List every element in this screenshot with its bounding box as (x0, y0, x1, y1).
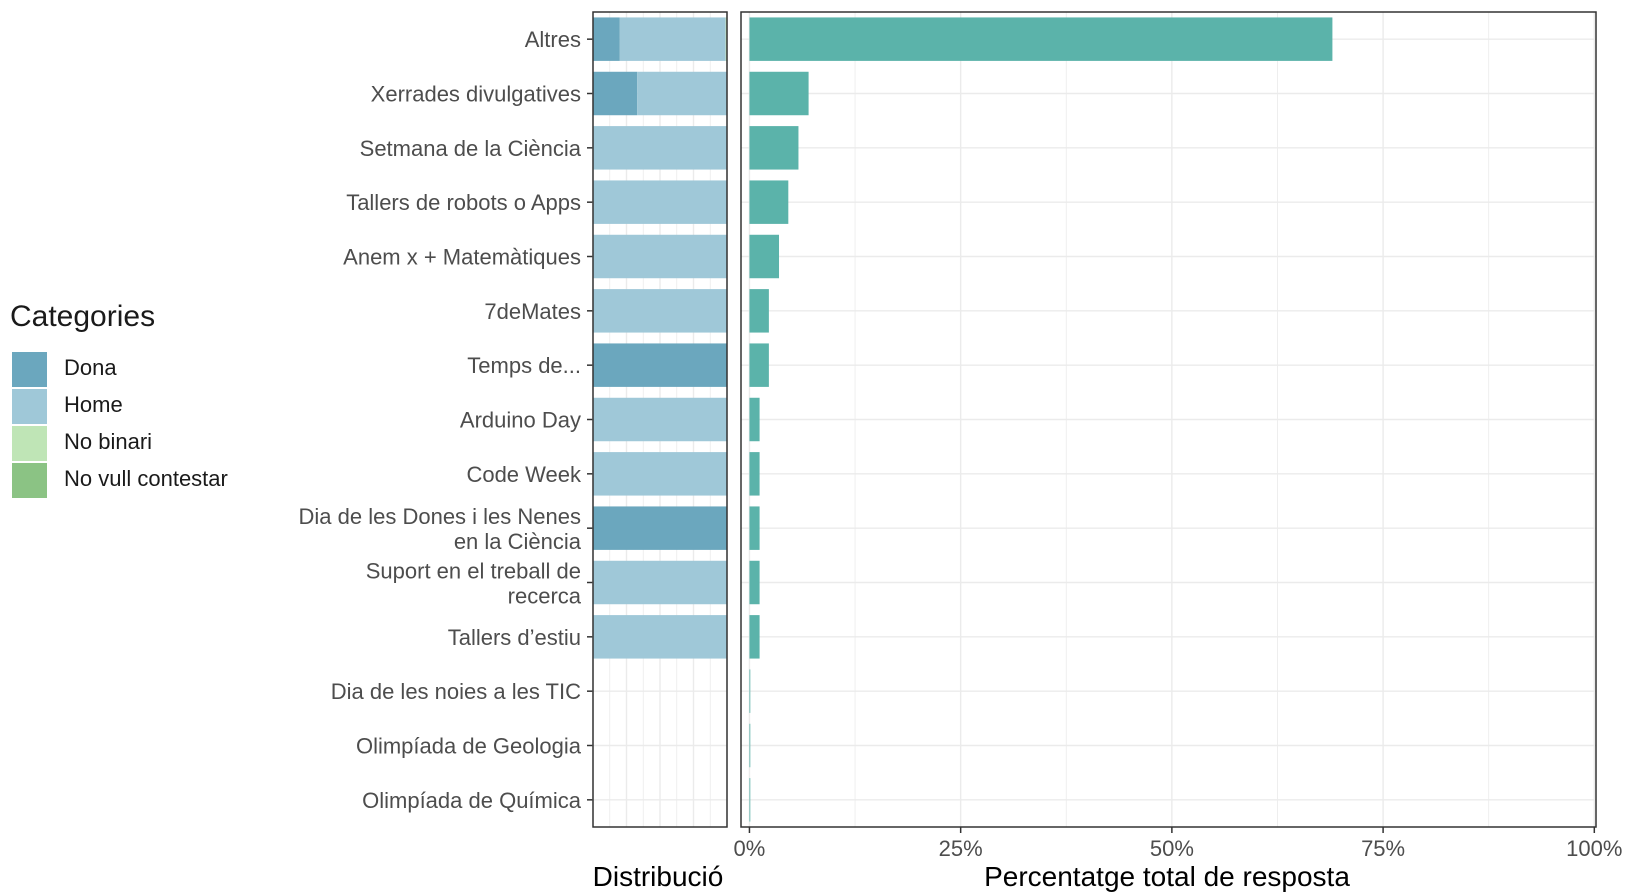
x-tick-label: 0% (734, 836, 766, 861)
category-label: Olimpíada de Geologia (356, 734, 582, 759)
x-tick-label: 100% (1566, 836, 1622, 861)
legend-label-no-vull-contestar: No vull contestar (64, 466, 228, 491)
total-axis-title: Percentatge total de resposta (984, 861, 1350, 892)
total-bar (749, 17, 1333, 61)
category-label: Temps de... (467, 353, 581, 378)
legend: Categories Dona Home No binari No vull c… (10, 300, 228, 498)
category-labels: Altres Xerrades divulgatives Setmana de la… (299, 27, 593, 813)
total-bar (749, 615, 760, 659)
distribution-bar (593, 343, 727, 387)
category-label: Tallers de robots o Apps (346, 190, 581, 215)
legend-item-no-binari: No binari (10, 424, 155, 461)
total-bar (749, 506, 760, 550)
category-label-line: Dia de les Dones i les Nenes (299, 504, 581, 529)
category-label: Arduino Day (460, 408, 581, 433)
category-label: Xerrades divulgatives (371, 82, 581, 107)
distribution-bar (593, 234, 727, 279)
total-bar (749, 126, 799, 170)
distribution-bar (593, 126, 727, 170)
distribution-bar (593, 615, 727, 659)
x-tick-label: 50% (1150, 836, 1194, 861)
legend-label-dona: Dona (64, 355, 117, 380)
distribution-bar (593, 180, 727, 224)
distribution-bar (593, 397, 727, 442)
total-bar (749, 180, 789, 224)
total-bar (749, 452, 760, 496)
total-response-panel: 0% 25% 50% 75% 100% (734, 11, 1622, 861)
category-label: Dia de les Dones i les Nenes en la Ciènci… (299, 504, 582, 554)
distribution-bar (593, 17, 620, 61)
distribution-bar (619, 17, 726, 61)
category-label: Suport en el treball de recerca (366, 559, 582, 609)
legend-item-home: Home (10, 387, 155, 424)
total-bar (749, 778, 751, 822)
total-panel-border (740, 11, 1597, 828)
category-label: Dia de les noies a les TIC (331, 679, 581, 704)
distribution-bar (637, 71, 727, 116)
total-bar (749, 669, 751, 713)
category-label: Setmana de la Ciència (360, 136, 582, 161)
category-label: 7deMates (484, 299, 581, 324)
category-label: Code Week (466, 462, 582, 487)
total-bar (749, 71, 809, 116)
x-tick-label: 75% (1361, 836, 1405, 861)
legend-swatch-no-binari (12, 426, 47, 461)
distribution-bar (593, 506, 727, 550)
legend-item-no-vull-contestar: No vull contestar (10, 461, 228, 498)
total-bar (749, 723, 751, 768)
category-label-line: en la Ciència (454, 529, 582, 554)
total-bar (749, 397, 760, 442)
total-bar (749, 343, 769, 387)
distribution-panel-border (592, 11, 728, 828)
total-bar (749, 289, 769, 333)
legend-item-dona: Dona (10, 350, 155, 387)
legend-swatch-dona (12, 352, 47, 387)
distribution-panel (592, 11, 728, 828)
category-label: Olimpíada de Química (362, 788, 582, 813)
legend-label-no-binari: No binari (64, 429, 153, 454)
total-bar (749, 560, 760, 605)
total-bar (749, 234, 780, 279)
legend-swatch-no-vull-contestar (12, 463, 47, 498)
legend-title: Categories (10, 300, 156, 333)
category-label-line: recerca (508, 584, 582, 609)
distribution-bar (593, 71, 638, 116)
legend-swatch-home (12, 389, 47, 424)
distribution-bar (593, 289, 727, 333)
distribution-bar (593, 560, 727, 605)
category-label: Tallers d’estiu (448, 625, 581, 650)
distribution-axis-title: Distribució (593, 861, 724, 892)
x-tick-label: 25% (939, 836, 983, 861)
category-label: Anem x + Matemàtiques (343, 245, 581, 270)
legend-label-home: Home (64, 392, 123, 417)
category-label-line: Suport en el treball de (366, 559, 581, 584)
distribution-bar (593, 452, 727, 496)
category-label: Altres (525, 27, 581, 52)
